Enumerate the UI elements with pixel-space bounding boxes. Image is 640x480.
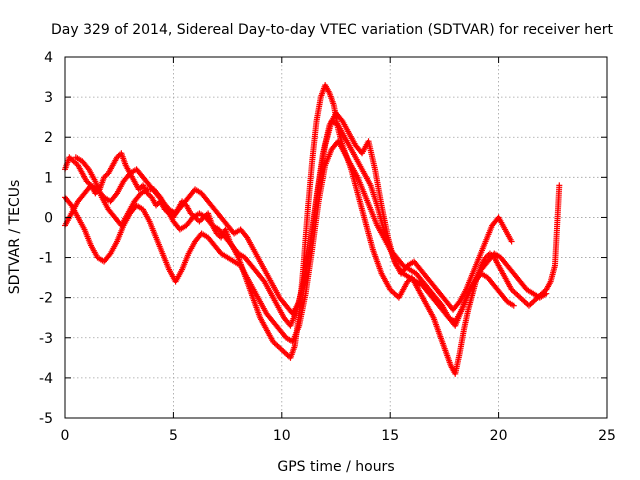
y-tick-label: -2 bbox=[39, 291, 53, 307]
data-point-fill bbox=[455, 300, 462, 307]
data-point-fill bbox=[84, 164, 91, 171]
y-tick-label: -3 bbox=[39, 331, 53, 347]
data-point bbox=[556, 182, 563, 189]
data-point bbox=[543, 290, 550, 297]
y-tick-label: -5 bbox=[39, 411, 53, 427]
y-tick-label: -1 bbox=[39, 251, 53, 267]
data-point-fill bbox=[243, 233, 250, 240]
data-point bbox=[510, 302, 517, 309]
axis-ticks: 0 5 10 15 20 25 -5 -4 -3 -2 -1 0 1 2 3 4 bbox=[39, 50, 616, 444]
y-tick-label: 0 bbox=[44, 210, 53, 226]
data-point-fill bbox=[67, 201, 74, 208]
y-tick-label: 4 bbox=[44, 50, 53, 66]
y-tick-label: -4 bbox=[39, 371, 53, 387]
data-point-fill bbox=[260, 277, 267, 284]
y-tick-label: 3 bbox=[44, 90, 53, 106]
y-axis-label: SDTVAR / TECUs bbox=[7, 180, 23, 295]
data-point-fill bbox=[112, 191, 119, 198]
x-axis-label: GPS time / hours bbox=[277, 459, 394, 475]
x-tick-label: 5 bbox=[169, 428, 178, 444]
x-tick-label: 10 bbox=[273, 428, 291, 444]
data-point-fill bbox=[106, 251, 113, 258]
x-tick-label: 25 bbox=[598, 428, 616, 444]
y-tick-label: 2 bbox=[44, 130, 53, 146]
x-tick-label: 15 bbox=[381, 428, 399, 444]
chart-title: Day 329 of 2014, Sidereal Day-to-day VTE… bbox=[51, 22, 613, 38]
y-tick-label: 1 bbox=[44, 170, 53, 186]
data-points bbox=[62, 82, 563, 377]
plot-frame bbox=[64, 56, 608, 419]
data-point bbox=[508, 238, 515, 245]
data-point-fill bbox=[338, 116, 345, 123]
x-tick-label: 0 bbox=[61, 428, 70, 444]
x-tick-label: 20 bbox=[490, 428, 508, 444]
